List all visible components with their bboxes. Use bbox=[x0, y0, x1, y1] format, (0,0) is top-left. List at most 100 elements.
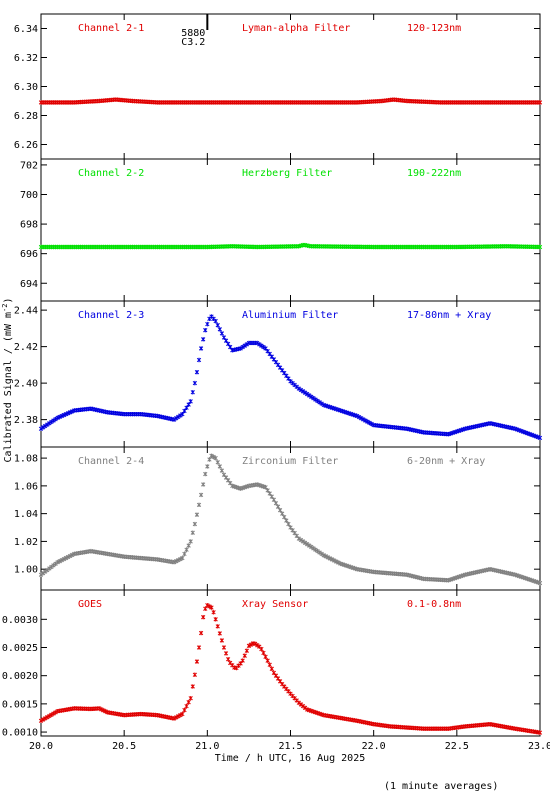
data-point bbox=[327, 100, 333, 105]
data-point bbox=[65, 100, 71, 105]
data-point bbox=[117, 244, 123, 250]
data-point bbox=[49, 244, 54, 250]
data-point bbox=[271, 670, 277, 676]
data-point bbox=[182, 551, 187, 557]
data-point bbox=[309, 394, 314, 400]
data-point bbox=[215, 100, 220, 105]
data-point bbox=[55, 244, 60, 250]
data-point bbox=[423, 726, 428, 731]
data-point bbox=[171, 560, 177, 565]
data-point bbox=[186, 244, 191, 250]
data-point bbox=[192, 100, 198, 105]
data-point bbox=[485, 100, 491, 105]
data-point bbox=[429, 244, 435, 250]
data-point bbox=[43, 244, 48, 250]
data-point bbox=[57, 558, 62, 564]
data-point bbox=[253, 100, 258, 105]
data-point bbox=[178, 244, 183, 250]
data-point bbox=[479, 100, 484, 105]
data-point bbox=[38, 244, 44, 250]
data-point bbox=[38, 718, 44, 723]
data-point bbox=[173, 100, 179, 105]
x-tick-label: 21.0 bbox=[195, 741, 219, 752]
data-point bbox=[302, 390, 308, 395]
y-tick-label: 1.02 bbox=[14, 537, 38, 548]
data-point bbox=[45, 422, 50, 427]
data-point bbox=[213, 617, 218, 622]
panel-1: 6.26 6.28 6.30 6.32 6.34 Channel 2-1 Lyman-alp… bbox=[14, 13, 543, 160]
data-point bbox=[402, 244, 408, 250]
x-axis-title: Time / h UTC, 16 Aug 2025 bbox=[215, 753, 366, 764]
data-point bbox=[124, 411, 129, 417]
data-point bbox=[332, 558, 337, 563]
data-point bbox=[323, 100, 328, 105]
data-point bbox=[456, 100, 462, 105]
data-point bbox=[124, 244, 129, 250]
data-point bbox=[49, 564, 54, 570]
panel-band-label: 190-222nm bbox=[407, 168, 461, 179]
data-point bbox=[271, 497, 277, 502]
data-point bbox=[469, 100, 474, 105]
data-point bbox=[386, 244, 391, 250]
data-point bbox=[221, 645, 227, 650]
data-point bbox=[319, 401, 324, 406]
data-point bbox=[537, 580, 543, 586]
data-point bbox=[267, 491, 272, 496]
panel-band-label: 6-20nm + Xray bbox=[407, 456, 485, 467]
data-point bbox=[277, 100, 283, 105]
data-point bbox=[217, 100, 222, 105]
data-point bbox=[94, 244, 100, 250]
data-point bbox=[521, 100, 526, 105]
data-point bbox=[307, 100, 312, 105]
y-tick-label: 1.06 bbox=[14, 481, 38, 492]
data-point bbox=[165, 244, 170, 250]
data-point bbox=[182, 408, 187, 414]
data-point bbox=[51, 418, 56, 423]
data-point bbox=[373, 244, 378, 250]
data-point bbox=[244, 648, 249, 653]
data-point bbox=[442, 726, 447, 731]
data-point bbox=[221, 100, 227, 105]
data-point bbox=[300, 389, 306, 394]
data-point bbox=[167, 100, 173, 105]
data-point bbox=[452, 100, 457, 105]
data-point bbox=[203, 244, 208, 250]
data-point bbox=[296, 386, 301, 391]
data-point bbox=[336, 560, 341, 565]
data-point bbox=[153, 244, 158, 250]
data-point bbox=[475, 100, 480, 105]
y-tick-label: 1.04 bbox=[14, 509, 38, 520]
event-class-label: C3.2 bbox=[181, 37, 205, 48]
data-point bbox=[267, 100, 272, 105]
data-point bbox=[321, 553, 326, 558]
data-point bbox=[161, 100, 166, 105]
data-point bbox=[180, 555, 185, 561]
data-point bbox=[250, 340, 256, 346]
y-tick-label: 1.08 bbox=[14, 454, 38, 465]
data-point bbox=[523, 100, 528, 105]
panel-5: 0.0010 0.0015 0.0020 0.0025 0.0030 GOES Xray S… bbox=[2, 589, 543, 739]
data-point bbox=[223, 651, 229, 656]
data-point bbox=[201, 482, 206, 487]
series-4 bbox=[38, 453, 543, 586]
data-point bbox=[63, 100, 69, 105]
data-point bbox=[438, 726, 443, 731]
data-point bbox=[311, 100, 316, 105]
panel-frame bbox=[40, 300, 541, 448]
data-point bbox=[178, 712, 183, 718]
data-point bbox=[365, 419, 370, 424]
data-point bbox=[462, 100, 468, 105]
data-point bbox=[146, 244, 152, 250]
data-point bbox=[171, 716, 177, 721]
data-point bbox=[67, 244, 73, 250]
x-axis: 20.0 20.5 21.0 21.5 22.0 22.5 23.0 bbox=[29, 741, 550, 752]
data-point bbox=[72, 244, 77, 250]
data-point bbox=[194, 659, 200, 664]
data-point bbox=[151, 244, 156, 250]
data-point bbox=[184, 100, 189, 105]
data-point bbox=[213, 318, 218, 324]
data-point bbox=[438, 244, 443, 250]
data-point bbox=[176, 414, 181, 420]
data-point bbox=[350, 100, 356, 105]
data-point bbox=[201, 337, 206, 342]
